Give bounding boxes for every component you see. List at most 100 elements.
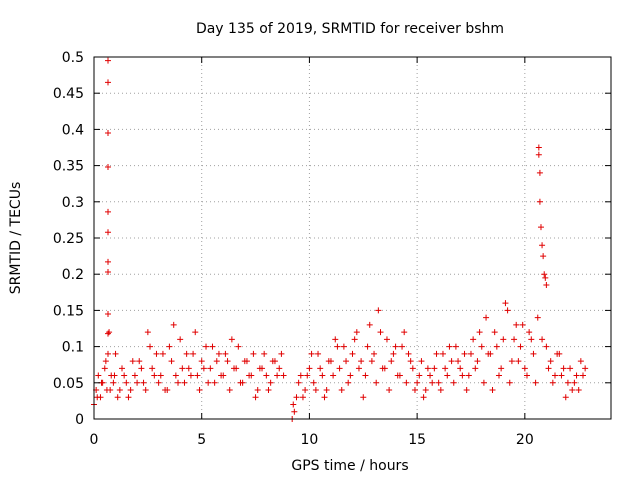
data-point [528, 336, 535, 343]
data-point [280, 372, 287, 379]
data-point [457, 365, 464, 372]
data-point [235, 343, 242, 350]
data-point [517, 343, 524, 350]
data-point [545, 365, 552, 372]
data-point [111, 372, 118, 379]
x-tick-label: 15 [408, 432, 426, 448]
data-point [532, 379, 539, 386]
data-point [110, 379, 117, 386]
data-point [190, 350, 197, 357]
data-point [338, 387, 345, 394]
data-point [418, 358, 425, 365]
data-point [351, 336, 358, 343]
data-point [564, 379, 571, 386]
data-point [105, 229, 112, 236]
data-point [549, 379, 556, 386]
data-point [579, 372, 586, 379]
data-point [95, 372, 102, 379]
data-point [295, 379, 302, 386]
data-point [177, 336, 184, 343]
data-point [263, 372, 270, 379]
data-point [377, 329, 384, 336]
data-point [105, 164, 112, 171]
data-point [461, 350, 468, 357]
data-point [101, 365, 108, 372]
data-point [336, 365, 343, 372]
data-point [315, 350, 322, 357]
data-point [299, 394, 306, 401]
data-point [304, 372, 311, 379]
data-point [409, 365, 416, 372]
y-tick-label: 0.45 [53, 86, 84, 102]
data-point [424, 365, 431, 372]
data-point [521, 365, 528, 372]
data-point [407, 358, 414, 365]
data-point [442, 365, 449, 372]
data-point [381, 365, 388, 372]
y-tick-label: 0.3 [62, 195, 84, 211]
data-point [547, 358, 554, 365]
data-point [207, 365, 214, 372]
data-point [355, 365, 362, 372]
data-point [448, 358, 455, 365]
y-tick-label: 0.2 [62, 267, 84, 283]
data-point [310, 379, 317, 386]
data-point [332, 336, 339, 343]
data-point [248, 372, 255, 379]
data-point [452, 343, 459, 350]
data-point [386, 387, 393, 394]
data-point [321, 394, 328, 401]
data-point [265, 387, 272, 394]
data-point [474, 358, 481, 365]
data-point [539, 336, 546, 343]
data-point [194, 372, 201, 379]
data-point [536, 169, 543, 176]
data-point [399, 343, 406, 350]
data-point [500, 336, 507, 343]
data-point [211, 379, 218, 386]
data-point [416, 372, 423, 379]
data-point [439, 350, 446, 357]
data-point [444, 372, 451, 379]
data-point [181, 379, 188, 386]
data-point [435, 379, 442, 386]
data-point [168, 358, 175, 365]
data-point [147, 343, 154, 350]
data-point [403, 379, 410, 386]
data-point [134, 379, 141, 386]
data-point [261, 350, 268, 357]
data-point [405, 350, 412, 357]
data-point [569, 387, 576, 394]
data-point [535, 151, 542, 158]
data-point [142, 387, 149, 394]
data-point [196, 387, 203, 394]
data-point [366, 321, 373, 328]
data-point [252, 394, 259, 401]
data-point [140, 379, 147, 386]
data-point [278, 350, 285, 357]
data-point [523, 372, 530, 379]
data-point [170, 321, 177, 328]
data-point [308, 350, 315, 357]
data-point [198, 358, 205, 365]
data-point [107, 387, 114, 394]
data-point [155, 379, 162, 386]
data-point [422, 387, 429, 394]
y-tick-label: 0.5 [62, 50, 84, 66]
data-point [465, 372, 472, 379]
data-point [414, 379, 421, 386]
data-point [166, 343, 173, 350]
data-point [437, 387, 444, 394]
data-point [205, 379, 212, 386]
data-point [513, 321, 520, 328]
y-tick-label: 0 [75, 412, 84, 428]
data-point [476, 329, 483, 336]
x-tick-label: 0 [90, 432, 99, 448]
data-point [334, 343, 341, 350]
data-point [573, 372, 580, 379]
data-point [312, 387, 319, 394]
data-point [105, 311, 112, 318]
data-point [431, 365, 438, 372]
data-point [105, 79, 112, 86]
